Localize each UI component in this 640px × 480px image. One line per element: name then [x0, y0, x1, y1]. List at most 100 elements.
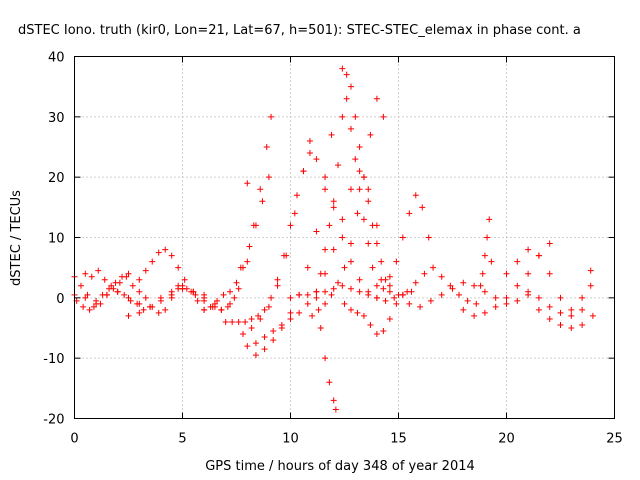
data-point: [252, 352, 259, 359]
data-point: [404, 288, 411, 295]
data-point: [317, 270, 324, 277]
data-point: [339, 216, 346, 223]
data-point: [356, 288, 363, 295]
data-point: [488, 258, 495, 265]
data-point: [587, 282, 594, 289]
data-point: [147, 303, 154, 310]
data-point: [313, 228, 320, 235]
data-point: [306, 150, 313, 157]
data-point: [378, 258, 385, 265]
y-tick-label: 0: [56, 292, 64, 307]
data-point: [579, 321, 586, 328]
data-point: [373, 331, 380, 338]
x-tick-label: 5: [178, 432, 186, 447]
data-point: [287, 294, 294, 301]
data-point: [343, 95, 350, 102]
data-point: [399, 234, 406, 241]
y-tick-label: 10: [48, 232, 65, 247]
data-point: [360, 174, 367, 181]
data-point: [246, 243, 253, 250]
data-point: [484, 234, 491, 241]
data-point: [309, 312, 316, 319]
x-tick-label: 10: [282, 432, 299, 447]
data-point: [136, 300, 143, 307]
data-point: [406, 300, 413, 307]
data-point: [365, 291, 372, 298]
data-point: [330, 397, 337, 404]
data-point: [231, 294, 238, 301]
data-point: [82, 294, 89, 301]
data-point: [322, 186, 329, 193]
data-point: [248, 325, 255, 331]
data-point: [395, 291, 402, 298]
data-point: [352, 113, 359, 120]
x-tick-label: 20: [498, 432, 515, 447]
data-point: [546, 270, 553, 277]
data-point: [194, 297, 201, 304]
data-point: [514, 282, 521, 289]
data-point: [380, 285, 387, 292]
data-point: [525, 246, 532, 253]
y-axis-label: dSTEC / TECUs: [9, 190, 24, 286]
data-point: [218, 306, 225, 313]
data-point: [313, 294, 320, 301]
data-point: [347, 306, 354, 313]
data-point: [471, 312, 478, 319]
data-point: [332, 406, 339, 413]
data-point: [557, 309, 564, 316]
tick-labels: 0 5 10 15 20 25 -20 -10 0 10 20 30 40: [43, 51, 623, 447]
chart-title: dSTEC Iono. truth (kir0, Lon=21, Lat=67,…: [18, 23, 581, 38]
data-point: [88, 273, 95, 280]
data-point: [304, 264, 311, 271]
data-point: [393, 258, 400, 265]
data-point: [328, 291, 335, 298]
data-point: [425, 234, 432, 241]
data-point: [347, 186, 354, 193]
data-point: [365, 198, 372, 205]
data-point: [365, 240, 372, 247]
data-point: [354, 309, 361, 316]
data-point: [373, 240, 380, 247]
data-point: [190, 288, 197, 295]
data-point: [265, 174, 272, 181]
data-point: [237, 264, 244, 271]
x-tick-label: 25: [606, 432, 623, 447]
data-point: [287, 222, 294, 229]
data-point: [255, 312, 262, 319]
data-point: [175, 264, 182, 271]
data-point: [142, 294, 149, 301]
data-point: [168, 252, 175, 259]
data-point: [356, 186, 363, 193]
data-point: [162, 306, 169, 313]
data-point: [514, 297, 521, 304]
data-point: [242, 318, 249, 325]
data-point: [140, 306, 147, 313]
data-point: [112, 279, 119, 286]
data-point: [369, 264, 376, 271]
data-point: [393, 300, 400, 307]
data-point: [347, 258, 354, 265]
data-point: [535, 294, 542, 301]
data-point: [80, 303, 87, 310]
data-point: [557, 321, 564, 328]
data-point: [471, 282, 478, 289]
data-point: [162, 246, 169, 253]
data-point: [386, 315, 393, 322]
data-point: [412, 279, 419, 286]
data-point: [90, 303, 97, 310]
data-point: [347, 285, 354, 292]
data-point: [360, 312, 367, 319]
data-point: [233, 279, 240, 286]
data-point: [322, 300, 329, 307]
data-point: [95, 267, 102, 274]
data-point: [380, 113, 387, 120]
data-point: [460, 306, 467, 313]
data-point: [142, 267, 149, 274]
data-point: [356, 144, 363, 150]
data-point: [330, 204, 337, 211]
data-point: [261, 334, 268, 341]
y-tick-label: 20: [48, 171, 65, 186]
y-tick-label: -10: [43, 352, 64, 367]
data-point: [568, 325, 575, 331]
